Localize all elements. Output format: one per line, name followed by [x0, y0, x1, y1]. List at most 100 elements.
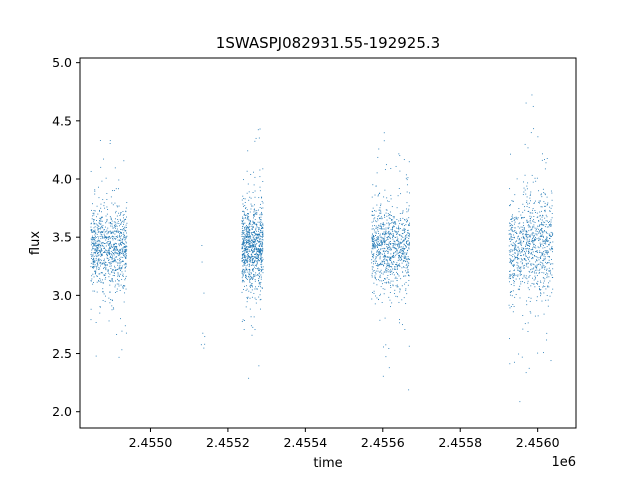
data-point: [248, 242, 250, 244]
data-point: [546, 250, 548, 252]
data-point: [116, 269, 118, 270]
data-point: [246, 218, 248, 220]
data-point: [104, 252, 106, 253]
data-point: [117, 268, 119, 270]
data-point: [401, 255, 402, 257]
data-point: [379, 209, 381, 211]
data-point: [249, 235, 250, 237]
data-point: [112, 204, 114, 206]
data-point: [394, 244, 396, 246]
data-point: [542, 264, 544, 266]
data-point: [378, 241, 380, 243]
data-point: [547, 202, 549, 204]
data-point: [254, 213, 256, 215]
data-point: [548, 244, 550, 246]
data-point: [536, 275, 538, 277]
data-point: [392, 272, 394, 273]
data-point: [111, 258, 113, 260]
data-point: [261, 241, 263, 243]
data-point: [99, 140, 101, 141]
data-point: [509, 205, 511, 206]
data-point: [408, 208, 410, 210]
data-point: [257, 221, 259, 223]
data-point: [544, 231, 546, 233]
data-point: [528, 207, 530, 209]
data-point: [124, 249, 126, 251]
data-point: [99, 217, 101, 219]
data-point: [531, 239, 533, 241]
data-point: [386, 237, 388, 238]
data-point: [372, 243, 374, 245]
data-point: [247, 183, 249, 185]
data-point: [396, 265, 398, 267]
data-point: [122, 220, 123, 222]
data-point: [379, 212, 381, 214]
data-point: [122, 242, 124, 244]
data-point: [390, 219, 392, 221]
data-point: [262, 234, 264, 236]
data-point: [109, 238, 111, 239]
data-point: [111, 261, 113, 263]
data-point: [253, 256, 255, 258]
data-point: [405, 258, 407, 260]
data-point: [517, 253, 519, 255]
data-point: [519, 227, 521, 229]
data-point: [403, 266, 404, 268]
data-point: [511, 256, 513, 258]
data-point: [250, 197, 252, 199]
data-point: [542, 235, 544, 237]
data-point: [255, 268, 257, 269]
data-point: [375, 273, 377, 275]
data-point: [243, 179, 245, 181]
data-point: [544, 210, 545, 212]
data-point: [378, 224, 380, 226]
data-point: [510, 248, 512, 250]
data-point: [113, 221, 115, 223]
data-point: [373, 290, 375, 292]
data-point: [394, 222, 396, 224]
data-point: [256, 265, 257, 267]
data-point: [121, 240, 123, 242]
data-point: [539, 268, 541, 270]
data-point: [105, 249, 106, 251]
data-point: [258, 259, 259, 261]
data-point: [248, 224, 250, 226]
data-point: [540, 282, 542, 283]
data-point: [99, 222, 101, 224]
data-point: [386, 263, 388, 265]
data-point: [541, 266, 543, 268]
data-point: [517, 226, 519, 228]
data-point: [243, 270, 245, 272]
data-point: [548, 267, 550, 269]
data-point: [118, 266, 120, 268]
data-point: [509, 307, 511, 309]
data-point: [404, 248, 406, 249]
data-point: [262, 231, 264, 233]
data-point: [105, 231, 107, 233]
data-point: [373, 238, 375, 240]
data-point: [260, 271, 262, 273]
data-point: [532, 105, 534, 107]
data-point: [391, 273, 393, 275]
data-point: [259, 214, 261, 216]
data-point: [254, 260, 255, 262]
data-point: [372, 233, 373, 235]
data-point: [253, 231, 255, 233]
data-point: [124, 247, 125, 249]
data-point: [538, 239, 540, 241]
data-point: [249, 244, 251, 246]
data-point: [407, 269, 409, 271]
data-point: [520, 244, 522, 245]
data-point: [526, 278, 528, 280]
data-point: [94, 259, 96, 261]
data-point: [376, 172, 378, 174]
data-point: [262, 235, 264, 237]
data-point: [260, 248, 262, 250]
data-point: [376, 250, 378, 252]
data-point: [246, 242, 248, 244]
data-point: [388, 279, 390, 280]
data-point: [249, 211, 251, 213]
data-point: [523, 251, 525, 252]
data-point: [391, 263, 393, 265]
x-axis-offset-label: 1e6: [551, 455, 576, 470]
